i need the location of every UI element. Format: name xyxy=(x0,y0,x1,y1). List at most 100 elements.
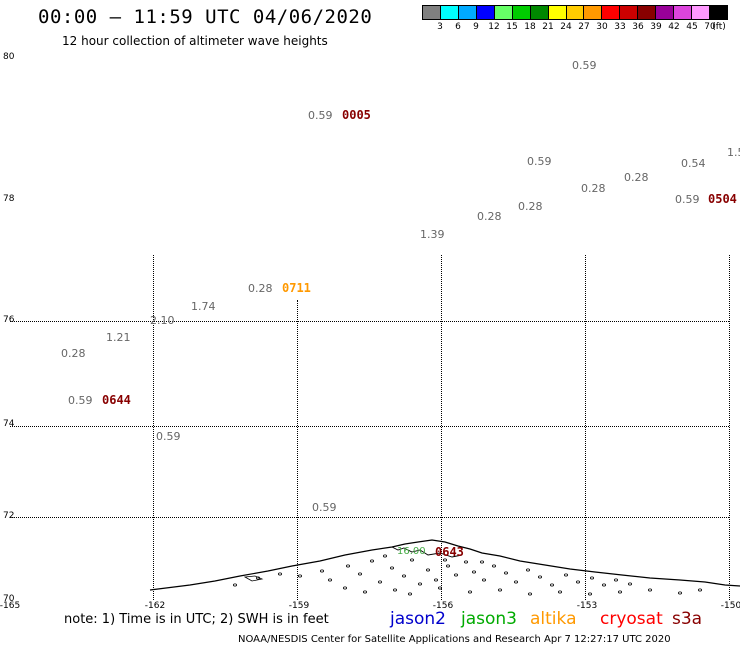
lake-shape xyxy=(255,576,260,580)
wave-height-value: 1.5 xyxy=(727,146,740,159)
lake-shape xyxy=(526,568,531,572)
footer-note: note: 1) Time is in UTC; 2) SWH is in fe… xyxy=(64,612,329,627)
page-title: 00:00 – 11:59 UTC 04/06/2020 xyxy=(38,6,373,28)
wave-height-value: 0.59 xyxy=(527,155,552,168)
lake-shape xyxy=(503,571,508,575)
wave-height-value: 0.28 xyxy=(581,182,606,195)
coastline-map xyxy=(149,539,740,596)
lake-shape xyxy=(319,569,324,573)
lake-shape xyxy=(497,588,502,592)
color-legend xyxy=(422,5,728,20)
lon-label: -165 xyxy=(0,601,21,611)
legend-swatch xyxy=(602,6,621,19)
pass-time-label: 0643 xyxy=(435,545,464,559)
lake-shape xyxy=(377,580,382,584)
lake-shape xyxy=(648,588,653,592)
legend-swatch xyxy=(674,6,693,19)
meridian-156 xyxy=(441,255,442,600)
legend-unit: (ft) xyxy=(712,22,726,32)
lake-shape xyxy=(479,560,484,564)
lake-shape xyxy=(417,582,422,586)
lake-shape xyxy=(327,578,332,582)
legend-label: 33 xyxy=(614,22,626,32)
legend-label: 3 xyxy=(437,22,443,32)
satellite-legend-cryosat: cryosat xyxy=(600,609,663,629)
lon-label: -162 xyxy=(144,601,166,611)
page-subtitle: 12 hour collection of altimeter wave hei… xyxy=(62,34,328,48)
lake-shape xyxy=(445,564,450,568)
meridian-150 xyxy=(729,255,730,600)
legend-swatch xyxy=(548,6,567,19)
lake-shape xyxy=(576,580,581,584)
pass-time-label: 0711 xyxy=(282,281,311,295)
legend-swatch xyxy=(692,6,710,19)
wave-height-value: 0.59 xyxy=(308,109,333,122)
wave-height-value: 0.28 xyxy=(624,171,649,184)
lat-label: 78 xyxy=(3,194,15,204)
wave-height-value: 2.10 xyxy=(150,314,175,327)
legend-swatch xyxy=(530,6,549,19)
legend-swatch xyxy=(440,6,459,19)
lake-shape xyxy=(433,578,438,582)
lake-shape xyxy=(491,564,496,568)
legend-swatch xyxy=(566,6,585,19)
legend-label: 15 xyxy=(506,22,518,32)
parallel-74 xyxy=(10,426,729,427)
lat-label: 76 xyxy=(3,315,15,325)
legend-label: 45 xyxy=(686,22,698,32)
legend-label: 30 xyxy=(596,22,608,32)
legend-label: 39 xyxy=(650,22,662,32)
legend-swatch xyxy=(656,6,675,19)
parallel-72 xyxy=(10,517,729,518)
legend-label: 21 xyxy=(542,22,554,32)
legend-label: 9 xyxy=(473,22,479,32)
lake-shape xyxy=(362,590,367,594)
lake-shape xyxy=(389,566,394,570)
legend-label: 42 xyxy=(668,22,680,32)
lake-shape xyxy=(538,575,543,579)
satellite-legend-jason3: jason3 xyxy=(461,609,517,629)
meridian-159 xyxy=(297,300,298,600)
lake-shape xyxy=(467,590,472,594)
wave-height-value: 1.39 xyxy=(420,228,445,241)
wave-height-value: 0.59 xyxy=(572,59,597,72)
lat-label: 80 xyxy=(3,52,15,62)
lon-label: -159 xyxy=(288,601,310,611)
pass-time-label: 0644 xyxy=(102,393,131,407)
lake-shape xyxy=(514,580,519,584)
wave-height-value: 0.28 xyxy=(477,210,502,223)
legend-label: 24 xyxy=(560,22,572,32)
lake-shape xyxy=(401,574,406,578)
lake-shape xyxy=(471,570,476,574)
meridian-153 xyxy=(585,255,586,600)
lon-label: -150 xyxy=(720,601,740,611)
lake-shape xyxy=(442,558,447,562)
legend-label: 12 xyxy=(488,22,500,32)
legend-label: 70 xyxy=(704,22,716,32)
legend-label: 18 xyxy=(524,22,536,32)
wave-height-value: 0.59 xyxy=(68,394,93,407)
credits-line: NOAA/NESDIS Center for Satellite Applica… xyxy=(238,634,671,645)
lake-shape xyxy=(232,583,237,587)
lake-shape xyxy=(614,578,619,582)
wave-height-value: 0.59 xyxy=(675,193,700,206)
wave-height-value: 0.28 xyxy=(61,347,86,360)
lake-shape xyxy=(342,586,347,590)
wave-height-value: 16.00 xyxy=(397,546,426,557)
lake-shape xyxy=(277,572,282,576)
parallel-76 xyxy=(10,321,729,322)
legend-swatch xyxy=(512,6,531,19)
legend-swatch xyxy=(423,6,441,19)
wave-height-value: 0.59 xyxy=(312,501,337,514)
lake-shape xyxy=(588,592,593,596)
lake-shape xyxy=(392,588,397,592)
lake-shape xyxy=(297,574,302,578)
lake-shape xyxy=(550,583,555,587)
lake-shape xyxy=(437,586,442,590)
lake-shape xyxy=(453,573,458,577)
lake-shape xyxy=(678,591,683,595)
lon-label: -153 xyxy=(576,601,598,611)
wave-height-value: 0.54 xyxy=(681,157,706,170)
legend-swatch xyxy=(638,6,657,19)
legend-label: 27 xyxy=(578,22,590,32)
